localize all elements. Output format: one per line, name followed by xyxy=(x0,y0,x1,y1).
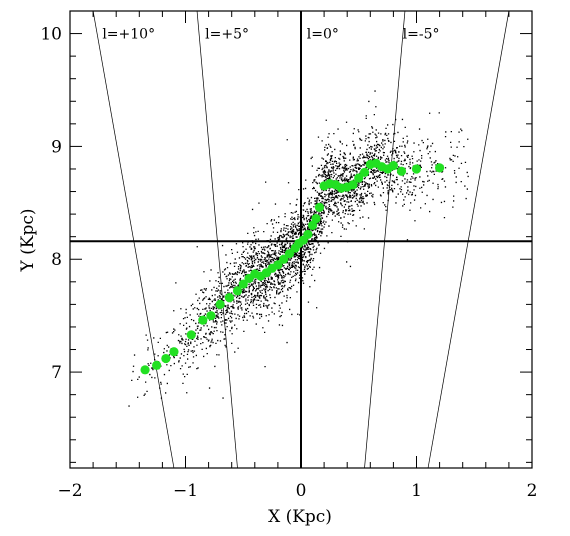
locus-point xyxy=(314,202,325,212)
locus-point xyxy=(354,173,364,183)
x-tick-label: 2 xyxy=(527,481,538,501)
x-tick-label: 1 xyxy=(411,481,422,501)
longitude-line-1 xyxy=(196,11,238,468)
locus-point xyxy=(279,254,289,264)
locus-point xyxy=(284,249,295,259)
y-tick-label: 10 xyxy=(40,25,62,45)
longitude-label: l=+10° xyxy=(102,27,155,43)
locus-point xyxy=(152,360,162,370)
mean-locus-series xyxy=(140,158,445,375)
longitude-annotations: l=+10° l=+5° l=0° l=-5° xyxy=(102,27,439,43)
y-tick-label: 9 xyxy=(51,137,62,157)
locus-point xyxy=(388,160,398,171)
y-tick-label: 7 xyxy=(51,363,62,383)
locus-point xyxy=(186,330,196,340)
locus-point xyxy=(238,279,248,289)
longitude-line-3 xyxy=(364,11,406,468)
locus-point xyxy=(224,293,234,303)
locus-point xyxy=(307,220,318,230)
locus-point xyxy=(411,164,422,174)
locus-point xyxy=(206,311,216,321)
locus-point xyxy=(359,167,370,177)
locus-point xyxy=(348,180,358,190)
locus-point xyxy=(169,347,179,357)
locus-point xyxy=(161,353,171,364)
longitude-lines xyxy=(92,11,510,468)
locus-point xyxy=(198,315,208,325)
longitude-line-4 xyxy=(427,11,510,468)
axis-ticks: −2 −1 0 1 2 7 8 9 10 xyxy=(40,10,538,501)
locus-point xyxy=(273,260,283,270)
locus-point xyxy=(215,299,225,309)
y-axis-title: Y (Kpc) xyxy=(18,209,38,273)
longitude-label: l=0° xyxy=(307,27,339,43)
locus-point xyxy=(396,166,407,176)
locus-point xyxy=(311,214,321,224)
longitude-label: l=-5° xyxy=(403,27,440,43)
locus-point xyxy=(140,365,150,375)
locus-point xyxy=(303,229,313,240)
locus-point xyxy=(232,286,243,296)
x-tick-label: −2 xyxy=(57,481,82,501)
longitude-label: l=+5° xyxy=(205,27,249,43)
longitude-line-0 xyxy=(92,11,175,468)
x-tick-label: 0 xyxy=(296,481,307,501)
x-axis-title: X (Kpc) xyxy=(268,507,332,527)
x-tick-label: −1 xyxy=(173,481,198,501)
locus-point xyxy=(435,163,445,173)
y-tick-label: 8 xyxy=(51,250,62,270)
